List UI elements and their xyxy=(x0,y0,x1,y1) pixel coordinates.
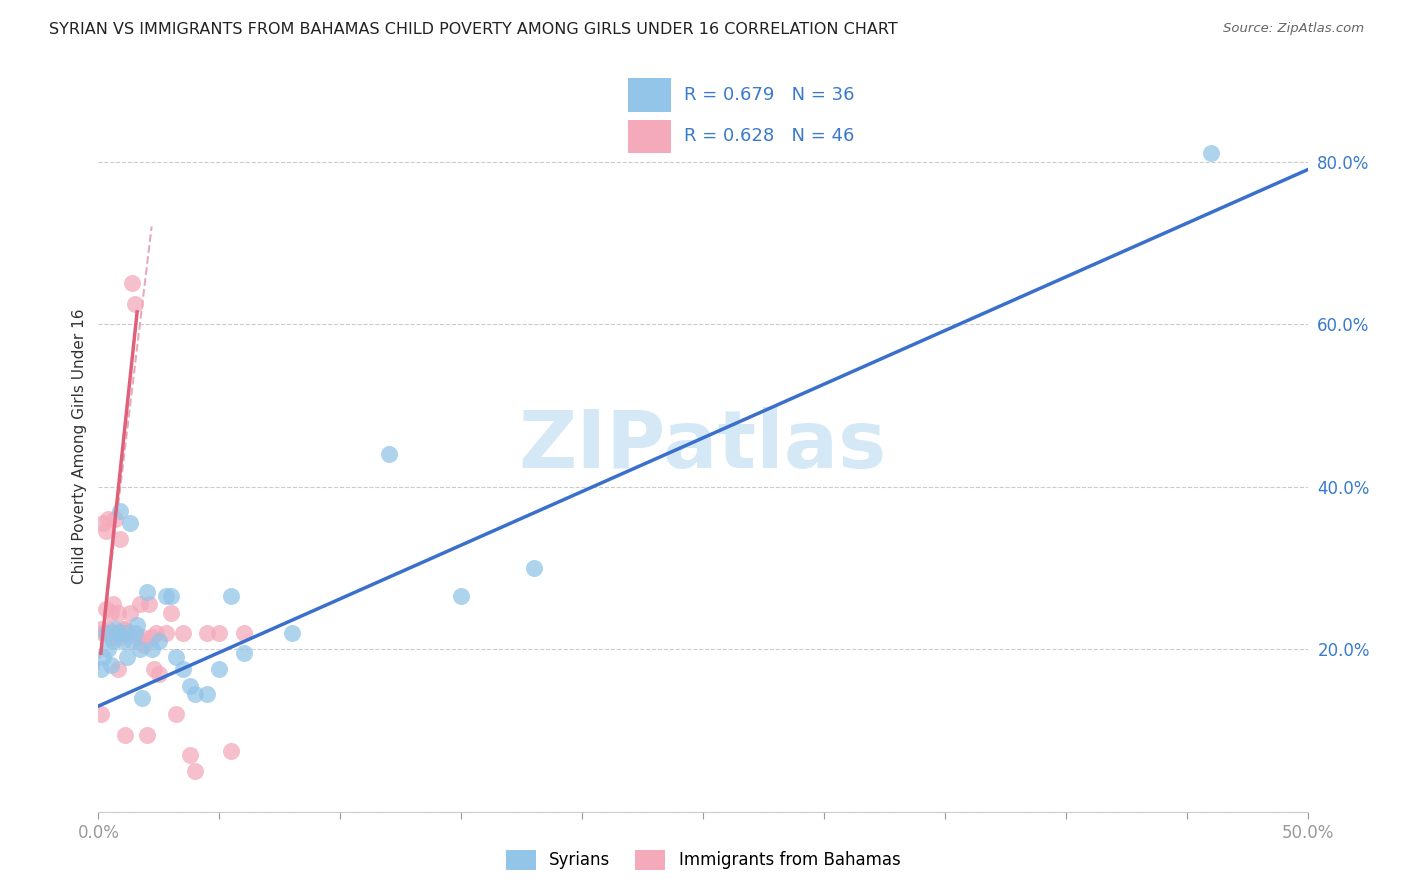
Point xyxy=(160,590,183,604)
Point xyxy=(117,626,139,640)
Point xyxy=(118,516,141,531)
Point xyxy=(124,626,146,640)
Point xyxy=(172,626,194,640)
Point xyxy=(100,630,122,644)
Text: ZIPatlas: ZIPatlas xyxy=(519,407,887,485)
Point xyxy=(124,297,146,311)
Point xyxy=(160,606,183,620)
Legend: Syrians, Immigrants from Bahamas: Syrians, Immigrants from Bahamas xyxy=(499,843,907,877)
Y-axis label: Child Poverty Among Girls Under 16: Child Poverty Among Girls Under 16 xyxy=(72,309,87,583)
Point xyxy=(195,626,218,640)
Point xyxy=(94,626,117,640)
Point xyxy=(100,606,122,620)
Point xyxy=(155,626,177,640)
Point xyxy=(117,650,139,665)
Point xyxy=(232,646,254,660)
Point xyxy=(97,622,120,636)
Point xyxy=(184,764,207,778)
Point xyxy=(101,626,124,640)
Point xyxy=(108,504,131,518)
Point xyxy=(121,634,143,648)
Point xyxy=(155,590,177,604)
Point xyxy=(90,707,112,722)
Point xyxy=(127,630,149,644)
Point xyxy=(94,524,117,539)
Point xyxy=(523,561,546,575)
Point xyxy=(111,622,134,636)
Point xyxy=(148,634,170,648)
Point xyxy=(108,630,131,644)
Point xyxy=(101,598,124,612)
Point xyxy=(90,622,112,636)
Point xyxy=(1199,146,1222,161)
Point xyxy=(221,744,243,758)
Point xyxy=(165,650,187,665)
Point xyxy=(121,277,143,291)
Point xyxy=(143,663,166,677)
Point xyxy=(111,634,134,648)
Point xyxy=(107,606,129,620)
Point xyxy=(208,626,231,640)
Point xyxy=(118,606,141,620)
Point xyxy=(179,747,201,762)
FancyBboxPatch shape xyxy=(628,120,671,153)
Point xyxy=(184,687,207,701)
Point xyxy=(141,642,163,657)
Point xyxy=(114,622,136,636)
Point xyxy=(135,727,157,741)
Point xyxy=(91,516,114,531)
Point xyxy=(131,690,153,705)
Point xyxy=(179,679,201,693)
Point xyxy=(107,626,129,640)
Point xyxy=(145,626,167,640)
Point xyxy=(128,598,150,612)
Point xyxy=(97,642,120,657)
Text: Source: ZipAtlas.com: Source: ZipAtlas.com xyxy=(1223,22,1364,36)
Point xyxy=(131,630,153,644)
Point xyxy=(172,663,194,677)
Point xyxy=(195,687,218,701)
Point xyxy=(104,622,127,636)
Point xyxy=(101,634,124,648)
Point xyxy=(127,617,149,632)
Point xyxy=(107,663,129,677)
Point xyxy=(114,626,136,640)
Point xyxy=(450,590,472,604)
Point xyxy=(100,658,122,673)
Point xyxy=(138,598,160,612)
Point xyxy=(165,707,187,722)
Text: SYRIAN VS IMMIGRANTS FROM BAHAMAS CHILD POVERTY AMONG GIRLS UNDER 16 CORRELATION: SYRIAN VS IMMIGRANTS FROM BAHAMAS CHILD … xyxy=(49,22,898,37)
Point xyxy=(90,663,112,677)
Point xyxy=(232,626,254,640)
Point xyxy=(141,630,163,644)
Point xyxy=(91,626,114,640)
Point xyxy=(208,663,231,677)
Point xyxy=(221,590,243,604)
Point xyxy=(94,601,117,615)
Point xyxy=(108,533,131,547)
Point xyxy=(128,642,150,657)
Point xyxy=(114,727,136,741)
Text: R = 0.679   N = 36: R = 0.679 N = 36 xyxy=(683,86,853,103)
Point xyxy=(104,512,127,526)
Point xyxy=(148,666,170,681)
Point xyxy=(97,512,120,526)
Point xyxy=(135,585,157,599)
Point xyxy=(104,626,127,640)
Point xyxy=(377,447,399,461)
Point xyxy=(281,626,304,640)
Point xyxy=(134,638,156,652)
Point xyxy=(111,626,134,640)
FancyBboxPatch shape xyxy=(628,78,671,112)
Text: R = 0.628   N = 46: R = 0.628 N = 46 xyxy=(683,128,853,145)
Point xyxy=(91,650,114,665)
